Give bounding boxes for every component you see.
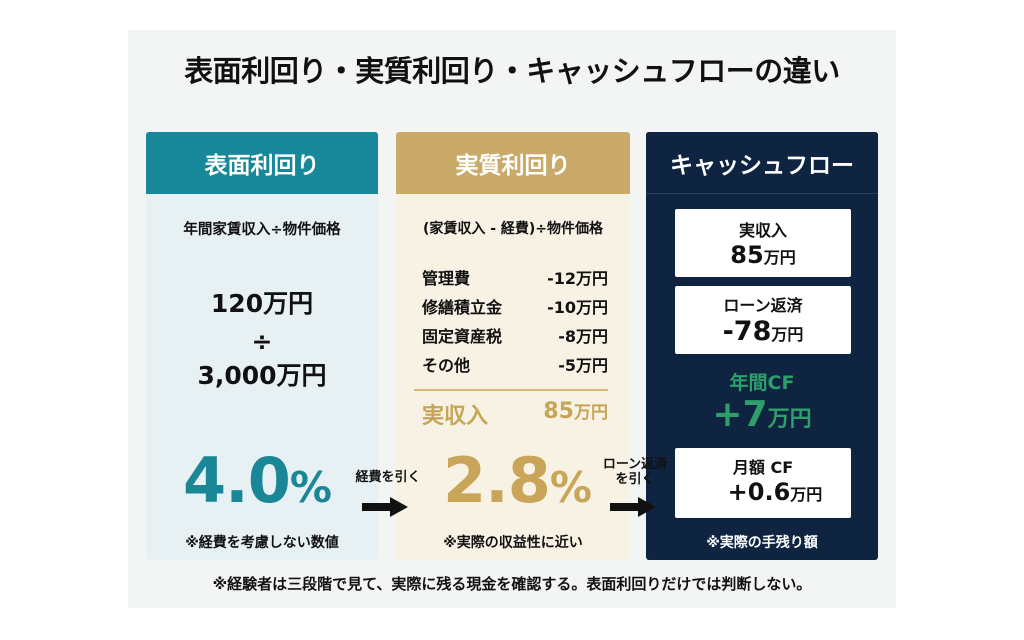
expense-name: その他 — [422, 356, 471, 375]
amount: +7 — [712, 394, 768, 435]
expense-row: その他 -5万円 — [422, 352, 608, 376]
arrow1-label: 経費を引く — [355, 470, 421, 485]
amount: 85 — [730, 241, 764, 269]
label: 実収入 — [738, 221, 787, 240]
annual-cf-label: 年間CF — [729, 372, 795, 394]
expense-amount: -10万円 — [547, 298, 608, 317]
note: ※実際の収益性に近い — [443, 535, 583, 551]
unit: 万円 — [767, 407, 812, 432]
cashflow-card: キャッシュフロー 実収入 85万円 ローン返済 -78万円 年間CF +7万円 … — [646, 132, 878, 560]
denominator: 3,000万円 — [197, 361, 327, 390]
card-header: キャッシュフロー — [646, 132, 878, 194]
page-title: 表面利回り・実質利回り・キャッシュフローの違い — [184, 54, 840, 88]
real-yield-card: 実質利回り (家賃収入 - 経費)÷物件価格 管理費 -12万円 修繕積立金 -10… — [396, 132, 630, 560]
amount: -78 — [722, 316, 772, 347]
net-unit: 万円 — [574, 403, 608, 423]
expense-name: 管理費 — [422, 269, 471, 288]
expense-row: 固定資産税 -8万円 — [422, 323, 608, 347]
surface-rate: 4.0% — [146, 444, 378, 517]
unit: 万円 — [763, 248, 796, 267]
note: ※経費を考慮しない数値 — [185, 535, 339, 551]
expense-amount: -5万円 — [558, 356, 608, 375]
formula: (家賃収入 - 経費)÷物件価格 — [422, 221, 604, 237]
net-income-row: 実収入 85万円 — [422, 398, 608, 430]
net-value: 85 — [543, 399, 574, 424]
value: -78万円 — [675, 316, 851, 347]
card-header: 表面利回り — [146, 132, 378, 194]
expense-row: 修繕積立金 -10万円 — [422, 294, 608, 318]
net-label: 実収入 — [422, 404, 489, 429]
label: ローン返済 — [723, 296, 803, 315]
divider — [414, 389, 608, 391]
percent-sign: % — [289, 463, 332, 512]
expense-name: 修繕積立金 — [422, 298, 503, 317]
label-line: を引く — [615, 472, 655, 487]
expense-amount: -12万円 — [547, 269, 608, 288]
surface-yield-card: 表面利回り 年間家賃収入÷物件価格 120万円 ÷ 3,000万円 4.0% ※… — [146, 132, 378, 560]
footer-note: ※経験者は三段階で見て、実際に残る現金を確認する。表面利回りだけでは判断しない。 — [212, 575, 812, 593]
annual-cf-value: +7万円 — [646, 394, 878, 435]
unit: 万円 — [771, 325, 804, 344]
net-amount: 85万円 — [543, 398, 608, 430]
label-line: ローン返済 — [602, 457, 668, 472]
arrow2-label: ローン返済 を引く — [590, 457, 680, 487]
arrow-right-icon — [362, 497, 408, 517]
operator: ÷ — [251, 327, 273, 356]
expense-name: 固定資産税 — [422, 327, 503, 346]
formula: 年間家賃収入÷物件価格 — [183, 222, 341, 238]
arrow-right-icon — [610, 497, 656, 517]
income-box: 実収入 85万円 — [675, 209, 851, 277]
real-rate: 2.8% — [404, 444, 630, 517]
value: 85万円 — [675, 241, 851, 269]
card-header: 実質利回り — [396, 132, 630, 194]
loan-box: ローン返済 -78万円 — [675, 286, 851, 354]
monthly-cf-box: 月額 CF +0.6万円 — [675, 448, 851, 518]
amount: +0.6 — [727, 478, 791, 506]
percent-sign: % — [549, 463, 592, 512]
unit: 万円 — [790, 485, 823, 504]
expense-row: 管理費 -12万円 — [422, 265, 608, 289]
note: ※実際の手残り額 — [706, 535, 818, 551]
label: 月額 CF — [732, 458, 794, 477]
value: +0.6万円 — [675, 478, 851, 506]
numerator: 120万円 — [210, 289, 314, 318]
expense-amount: -8万円 — [558, 327, 608, 346]
rate-value: 4.0 — [183, 444, 291, 517]
rate-value: 2.8 — [443, 444, 551, 517]
